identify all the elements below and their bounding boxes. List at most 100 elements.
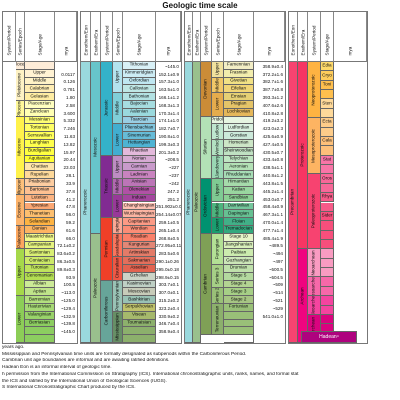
- stage-label: Bathonian: [128, 93, 150, 99]
- stage-cell: Calabrian: [25, 85, 55, 94]
- footnotes: years ago. Mississippian and Pennsylvania…: [0, 345, 400, 392]
- stage-label: Oxfordian: [129, 77, 149, 83]
- stage-cell: Aalenian: [123, 108, 156, 117]
- stage-cell: Zanclean: [25, 108, 55, 117]
- stage-label: Capitanian: [128, 218, 150, 224]
- unit-series: Upper: [212, 62, 224, 78]
- unit-label: Lower: [114, 133, 120, 146]
- stage-label: Aptian: [32, 288, 47, 294]
- stage-label: Rhya: [321, 194, 333, 199]
- stage-cell: Tournaisian: [123, 319, 156, 328]
- stage-label: Edia: [322, 62, 332, 68]
- stage-label: Messinian: [29, 116, 50, 122]
- stage-cell: [321, 314, 334, 325]
- column-header: Eonothem/Eon: [185, 12, 193, 62]
- age-value: 59.2: [66, 219, 75, 225]
- column-header: Series/Epoch: [212, 12, 224, 62]
- stage-cell: Rhuddanian: [224, 171, 254, 180]
- stage-label: Selandian: [29, 218, 50, 224]
- stage-cell: Lochkovian: [224, 108, 254, 117]
- unit-series: Furongian: [212, 233, 224, 265]
- unit-label: Upper: [16, 265, 22, 279]
- stage-label: Lutetian: [31, 194, 48, 200]
- age-value: [55, 65, 77, 70]
- page-title: Geologic time scale: [162, 1, 238, 10]
- age-value: 541.0±1.0: [262, 313, 283, 319]
- stage-cell: Emsian: [224, 93, 254, 102]
- unit-series: Ludlow: [212, 124, 224, 141]
- unit-system: Triassic: [101, 155, 113, 219]
- unit-series: Series 2: [212, 288, 224, 304]
- unit-series: Middle: [212, 202, 224, 219]
- stage-label: Ecta: [322, 119, 332, 125]
- stage-cell: Santonian: [25, 249, 55, 258]
- stage-label: Toarcian: [130, 116, 148, 122]
- stage-label: Coniacian: [29, 257, 50, 263]
- stage-label: Carnian: [130, 163, 148, 169]
- unit-label: Lopingian: [114, 218, 120, 234]
- age-value: 33.9: [66, 180, 75, 186]
- stage-cell: Fortunian: [224, 303, 254, 312]
- column-header: Stage/Age: [224, 12, 254, 62]
- stage-cell: Rupelian: [25, 171, 55, 180]
- age-value: 467.3±1.1: [262, 212, 283, 218]
- unit-label: Terreneuvian: [214, 305, 220, 333]
- stage-label: Hettangian: [127, 140, 151, 146]
- column-header: Series/Epoch: [113, 12, 123, 62]
- stage-cell: Toni: [321, 80, 334, 91]
- unit-label: Llandovery: [214, 155, 220, 179]
- age-value: ~129.4: [60, 305, 75, 311]
- age-value: 0.0117: [61, 71, 75, 77]
- stage-cell: Anisian: [123, 179, 156, 187]
- age-value: 72.1±0.2: [57, 243, 75, 249]
- column-header: Stage/Age: [321, 12, 334, 62]
- stage-cell: Drumian: [224, 264, 254, 273]
- footnote: Mississippian and Pennsylvanian time uni…: [2, 351, 247, 357]
- stage-label: Fortunian: [228, 304, 249, 310]
- stage-cell: Frasnian: [224, 69, 254, 78]
- age-value: 382.7±1.6: [262, 79, 283, 85]
- stage-label: Santonian: [29, 249, 50, 255]
- unit-label: Ordovician: [202, 194, 208, 217]
- stage-label: Tournaisian: [127, 319, 151, 325]
- stage-label: Callovian: [129, 85, 149, 91]
- stage-cell: Ypresian: [25, 202, 55, 211]
- column-header: mya: [55, 12, 77, 62]
- stage-cell: Tremadocian: [224, 225, 254, 234]
- age-value: 152.1±0.9: [158, 71, 179, 77]
- stage-cell: Induan: [123, 194, 156, 203]
- stage-cell: [321, 286, 334, 297]
- footnote: Cambrian unit age boundaries are informa…: [2, 358, 170, 364]
- stage-label: Turonian: [30, 265, 49, 271]
- stage-label: Moscovian: [128, 288, 150, 294]
- stage-cell: Hirnantian: [224, 179, 254, 187]
- column-header-label: mya: [63, 46, 68, 56]
- stage-cell: [321, 146, 334, 156]
- stage-label: Aalenian: [130, 108, 148, 114]
- unit-system: Devonian: [201, 62, 212, 117]
- age-value: 157.3±1.0: [158, 79, 179, 85]
- age-value: 427.4±0.5: [262, 141, 283, 147]
- stage-label: Wuchiapingian: [123, 210, 155, 216]
- stage-label: Drumian: [229, 265, 248, 271]
- panel-precambrian: Eonothem/Eon Erathem/Era System/Period Stag…: [288, 11, 368, 344]
- unit-label: Paleozoic: [193, 192, 199, 212]
- unit-system: Cambrian: [201, 233, 212, 336]
- stage-cell: Tortonian: [25, 124, 55, 133]
- unit-era: Paleozoic: [193, 62, 201, 343]
- stage-label: Katian: [231, 186, 246, 192]
- unit-eon: Phanerozoic: [185, 62, 193, 343]
- stage-cell: Sinemurian: [123, 132, 156, 141]
- age-value: 93.9: [66, 274, 75, 280]
- footnote: h permission from the International Comm…: [2, 371, 299, 377]
- unit-series: Lower: [16, 296, 25, 343]
- unit-label: Upper: [214, 184, 220, 197]
- age-value: 259.1±0.5: [158, 219, 179, 225]
- unit-label: Paleoarchean: [310, 296, 316, 315]
- stage-cell: [321, 277, 334, 287]
- unit-series: Mississippian: [113, 311, 123, 343]
- age-value: 453.0±0.7: [262, 196, 283, 202]
- unit-system: Neoproterozoic: [308, 62, 321, 119]
- age-value: [334, 198, 367, 203]
- stage-cell: Bartonian: [25, 186, 55, 195]
